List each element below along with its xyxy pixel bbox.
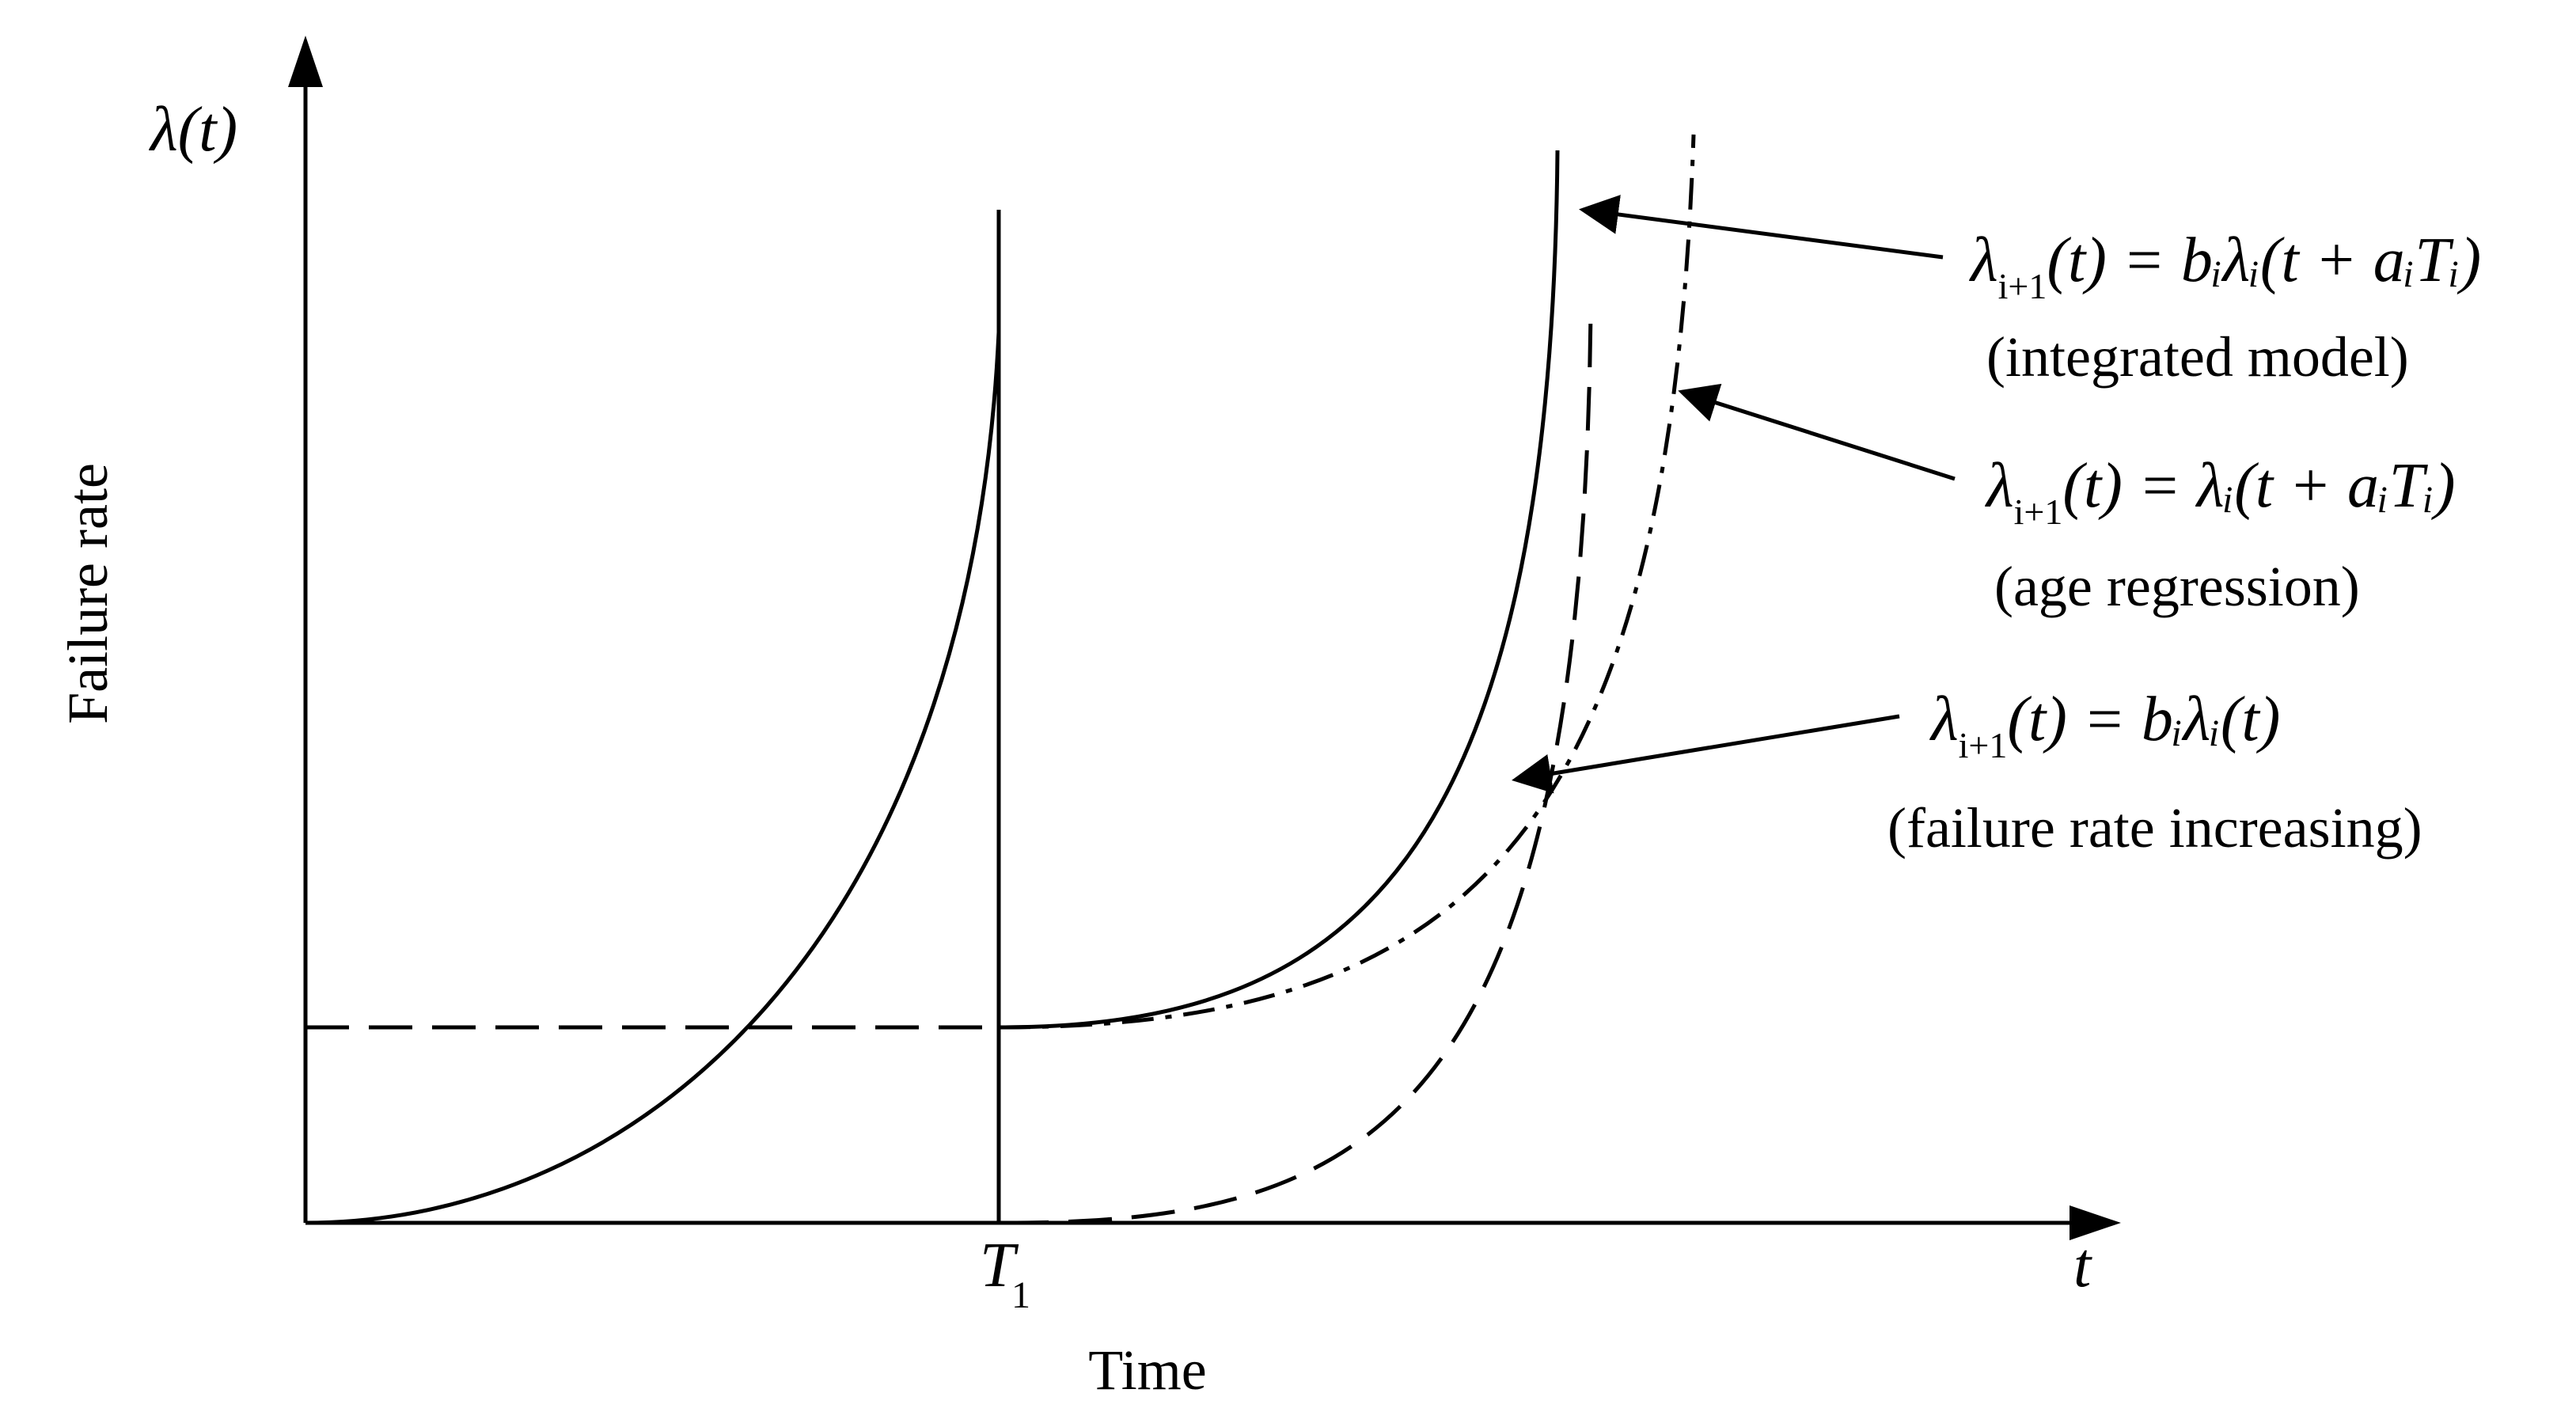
formula-age-regression: λi+1(t) = λᵢ(t + aᵢTᵢ) (1985, 451, 2455, 532)
axes (288, 36, 2121, 1240)
curve-integrated-model (998, 150, 1560, 1030)
annotation-arrows (1512, 195, 1956, 794)
arrow-integrated-model (1579, 195, 1944, 260)
curve-age-regression (998, 134, 1696, 1030)
annotation-failure-rate-increasing: λi+1(t) = bᵢλᵢ(t) (failure rate increasi… (1887, 685, 2422, 860)
caption-integrated-model: (integrated model) (1986, 325, 2409, 389)
curve-failure-rate-increasing (1004, 308, 1593, 1225)
x-axis-label: Time (1088, 1338, 1206, 1402)
x-axis-arrowhead (2070, 1205, 2121, 1240)
arrow-failure-rate-increasing (1512, 714, 1900, 794)
annotation-integrated-model: λi+1(t) = bᵢλᵢ(t + aᵢTᵢ) (integrated mod… (1969, 226, 2481, 389)
y-axis-arrowhead (288, 36, 323, 87)
formula-failure-rate-increasing: λi+1(t) = bᵢλᵢ(t) (1929, 685, 2280, 765)
x-tick-t1-sub: 1 (1011, 1274, 1030, 1316)
caption-failure-rate-increasing: (failure rate increasing) (1887, 796, 2422, 860)
curve-first-interval (305, 332, 1001, 1225)
annotation-age-regression: λi+1(t) = λᵢ(t + aᵢTᵢ) (age regression) (1985, 451, 2455, 618)
x-axis-symbol: t (2073, 1231, 2092, 1300)
arrow-age-regression (1678, 383, 1956, 481)
y-axis-label: Failure rate (56, 463, 120, 724)
x-tick-t1: T 1 (980, 1231, 1030, 1316)
formula-integrated-model: λi+1(t) = bᵢλᵢ(t + aᵢTᵢ) (1969, 226, 2481, 306)
y-axis-symbol: λ(t) (149, 95, 237, 165)
x-tick-t1-main: T (980, 1231, 1019, 1300)
caption-age-regression: (age regression) (1994, 555, 2360, 618)
